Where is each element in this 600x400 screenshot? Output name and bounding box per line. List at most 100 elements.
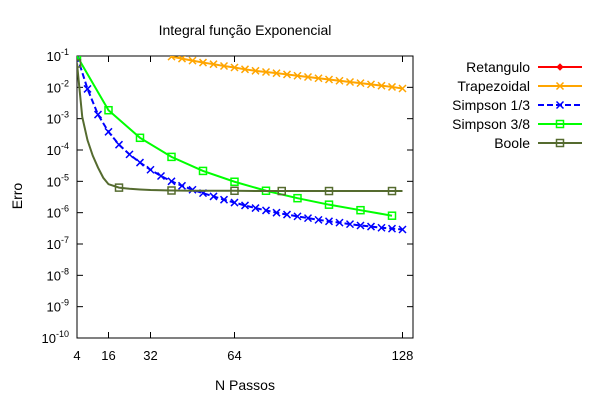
data-point [219,61,229,71]
data-point [335,76,344,85]
y-tick-label: 10-9 [47,298,69,315]
data-point [282,210,292,219]
legend-marker [555,100,565,110]
legend-item: Retangulo [466,59,582,75]
y-tick-base: 10 [47,143,61,158]
data-point [77,59,82,68]
data-point [104,105,113,115]
data-point [167,152,176,162]
data-point [398,225,407,234]
series-simpson-1-3 [77,56,407,234]
data-point [114,183,124,192]
data-point [272,69,281,78]
legend-label: Simpson 1/3 [452,97,530,113]
data-point [356,221,365,230]
y-tick-exponent: -2 [61,78,69,88]
legend-marker [555,138,565,148]
y-tick-exponent: -1 [61,47,69,57]
data-point [366,222,376,231]
legend-marker [555,81,565,91]
data-point [251,66,260,75]
y-tick-exponent: -3 [61,110,69,120]
plot-frame [76,55,414,339]
y-tick-exponent: -8 [61,266,69,276]
y-tick-base: 10 [47,206,61,221]
x-tick-label: 16 [101,348,115,363]
y-tick-exponent: -9 [61,298,69,308]
series-line [77,56,403,231]
data-point [167,56,176,61]
x-tick-label: 64 [227,348,241,363]
y-tick-label: 10-4 [47,141,69,158]
data-point [277,186,286,196]
x-axis-label: N Passos [215,377,275,393]
x-tick-label: 128 [392,348,414,363]
y-tick-label: 10-7 [47,235,69,252]
y-tick-base: 10 [47,80,61,95]
legend-item: Simpson 3/8 [452,116,582,132]
data-point [198,58,208,67]
data-point [219,195,229,204]
y-tick-base: 10 [47,237,61,252]
data-point [356,205,365,215]
data-point [293,193,302,203]
data-point [198,166,208,176]
y-tick-exponent: -10 [56,329,69,339]
data-point [314,74,323,83]
data-point [293,212,302,221]
y-axis-label: Erro [9,183,25,210]
data-point [345,220,355,229]
data-point [167,186,176,195]
y-tick-base: 10 [47,268,61,283]
data-point [387,224,397,233]
axis-ticks: 4 16 32 64 12810-110-210-310-410-510-610-710… [42,47,414,363]
data-point [387,211,397,220]
series-line [171,56,403,90]
legend-item: Trapezoidal [457,78,582,94]
data-point [293,71,302,80]
y-tick-base: 10 [47,300,61,315]
data-point [261,67,271,77]
y-tick-label: 10-2 [47,78,69,95]
data-point [314,215,323,224]
data-point [282,70,292,79]
legend-marker [556,63,564,71]
series-trapezoidal [167,56,407,93]
series-line [77,56,393,217]
data-point [345,77,355,87]
x-tick-label: 32 [143,348,157,363]
data-point [209,60,218,69]
y-tick-label: 10-1 [47,47,69,64]
legend-label: Trapezoidal [457,78,530,94]
data-point [146,165,155,174]
y-tick-label: 10-6 [47,204,69,221]
data-point [324,75,334,84]
data-point [135,158,145,167]
data-point [156,171,166,181]
data-point [261,206,271,215]
legend-label: Simpson 3/8 [452,116,530,132]
legend-marker [555,119,565,129]
data-point [104,127,113,136]
data-point [209,192,218,201]
data-point [387,186,397,196]
data-point [324,200,334,209]
y-tick-label: 10-10 [42,329,69,346]
data-point [335,218,344,227]
legend-item: Simpson 1/3 [452,97,582,113]
data-point [125,150,134,159]
y-tick-base: 10 [47,49,61,64]
data-point [356,79,365,88]
legend-item: Boole [494,135,582,151]
data-point [303,214,313,223]
data-point [230,177,239,186]
data-point [135,133,145,143]
data-point [167,177,176,186]
y-tick-label: 10-5 [47,172,69,189]
data-point [240,65,250,74]
series-boole [77,59,403,196]
y-tick-exponent: -6 [61,204,69,214]
data-point [377,81,386,90]
legend-label: Boole [494,135,530,151]
